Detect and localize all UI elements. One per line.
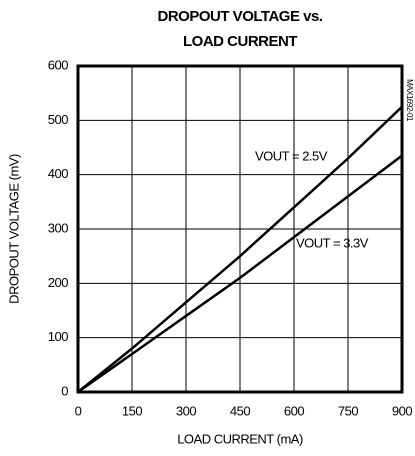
x-axis-label: LOAD CURRENT (mA) xyxy=(177,431,303,446)
x-tick-label: 0 xyxy=(75,403,82,418)
y-axis-label: DROPOUT VOLTAGE (mV) xyxy=(6,154,21,304)
x-tick-label: 450 xyxy=(230,403,250,418)
x-tick-label: 900 xyxy=(392,403,412,418)
y-tick-label: 300 xyxy=(48,220,68,235)
x-tick-label: 150 xyxy=(122,403,142,418)
y-tick-label: 200 xyxy=(48,275,68,290)
y-tick-label: 100 xyxy=(48,329,68,344)
chart-title: DROPOUT VOLTAGE vs. LOAD CURRENT xyxy=(157,8,323,50)
series-label: VOUT = 2.5V xyxy=(255,148,328,163)
x-tick-label: 300 xyxy=(176,403,196,418)
figure-id: MAX1692-01 xyxy=(405,79,414,122)
y-tick-label: 500 xyxy=(48,112,68,127)
series-line xyxy=(77,105,403,393)
x-tick-label: 750 xyxy=(338,403,358,418)
series-label: VOUT = 3.3V xyxy=(296,235,369,250)
plot-frame xyxy=(76,64,404,394)
y-tick-label: 400 xyxy=(48,166,68,181)
x-tick-label: 600 xyxy=(284,403,304,418)
series-line xyxy=(77,154,403,394)
y-tick-label: 0 xyxy=(61,383,68,398)
y-tick-label: 600 xyxy=(48,57,68,72)
